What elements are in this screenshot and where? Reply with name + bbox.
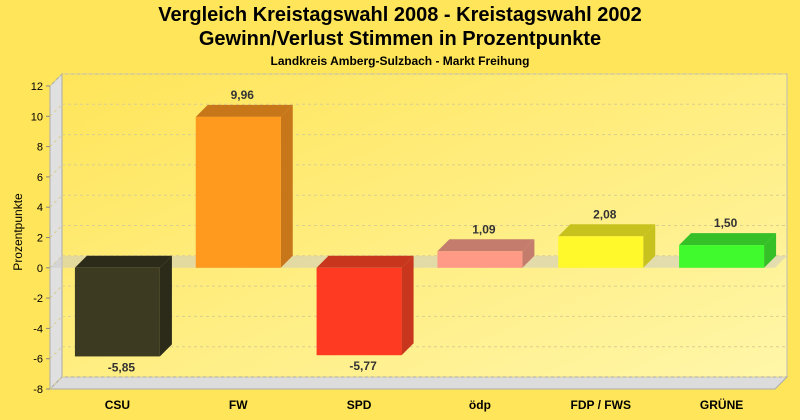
y-tick-label: 4 bbox=[37, 202, 43, 214]
x-tick-label: SPD bbox=[347, 398, 372, 412]
chart-title-2: Gewinn/Verlust Stimmen in Prozentpunkte bbox=[198, 28, 602, 50]
grid-line-depth bbox=[49, 73, 63, 87]
bar-top bbox=[316, 255, 414, 268]
y-tick-label: 0 bbox=[37, 263, 43, 275]
bar-side bbox=[643, 224, 656, 268]
grid-line-depth bbox=[49, 316, 63, 329]
x-tick-label: CSU bbox=[105, 398, 130, 412]
data-label: 9,96 bbox=[231, 88, 255, 102]
bar-top bbox=[195, 104, 293, 117]
grid-line-depth bbox=[49, 376, 63, 390]
bar-side bbox=[401, 255, 414, 356]
y-tick-label: -4 bbox=[33, 323, 43, 335]
grid-line-depth bbox=[49, 164, 63, 178]
grid-line-depth bbox=[49, 134, 63, 147]
y-tick-label: -8 bbox=[33, 384, 43, 396]
data-label: 1,09 bbox=[472, 222, 496, 236]
bar-top bbox=[437, 239, 535, 252]
bar-side bbox=[522, 239, 535, 268]
y-tick-label: 10 bbox=[31, 111, 43, 123]
grid-line-depth bbox=[49, 285, 63, 299]
grid-line-depth bbox=[49, 225, 63, 238]
bar-side bbox=[159, 255, 172, 357]
y-tick-label: 6 bbox=[37, 172, 43, 184]
data-label: -5,85 bbox=[108, 360, 136, 374]
y-tick-label: 8 bbox=[37, 142, 43, 154]
bar-top bbox=[74, 255, 172, 268]
plot-floor bbox=[48, 376, 789, 390]
x-tick-label: FW bbox=[229, 398, 248, 412]
grid-line-depth bbox=[49, 194, 63, 208]
x-tick-label: FDP / FWS bbox=[571, 398, 631, 412]
bar bbox=[679, 245, 765, 268]
data-label: 2,08 bbox=[593, 207, 617, 221]
x-tick-label: ödp bbox=[469, 398, 491, 412]
y-tick-label: 12 bbox=[31, 81, 43, 93]
y-tick-label: -6 bbox=[33, 354, 43, 366]
x-tick-label: GRÜNE bbox=[700, 397, 743, 412]
bar bbox=[316, 267, 402, 356]
data-label: 1,50 bbox=[714, 216, 738, 230]
y-axis-label: Prozentpunkte bbox=[11, 193, 25, 271]
chart-subtitle: Landkreis Amberg-Sulzbach - Markt Freihu… bbox=[270, 54, 530, 68]
bar-top bbox=[679, 233, 777, 246]
bar bbox=[74, 267, 160, 357]
bar bbox=[195, 116, 281, 268]
bar bbox=[437, 251, 523, 268]
y-tick-label: -2 bbox=[33, 293, 43, 305]
grid-line-depth bbox=[49, 103, 63, 117]
bar-side bbox=[280, 104, 293, 268]
bar-top bbox=[558, 224, 656, 237]
chart-title: Vergleich Kreistagswahl 2008 - Kreistags… bbox=[158, 4, 642, 26]
bar bbox=[558, 236, 644, 268]
y-tick-label: 2 bbox=[37, 233, 43, 245]
grid-line-depth bbox=[49, 346, 63, 360]
data-label: -5,77 bbox=[349, 359, 377, 373]
bar-side bbox=[764, 233, 777, 268]
grid-line-depth bbox=[49, 255, 63, 269]
